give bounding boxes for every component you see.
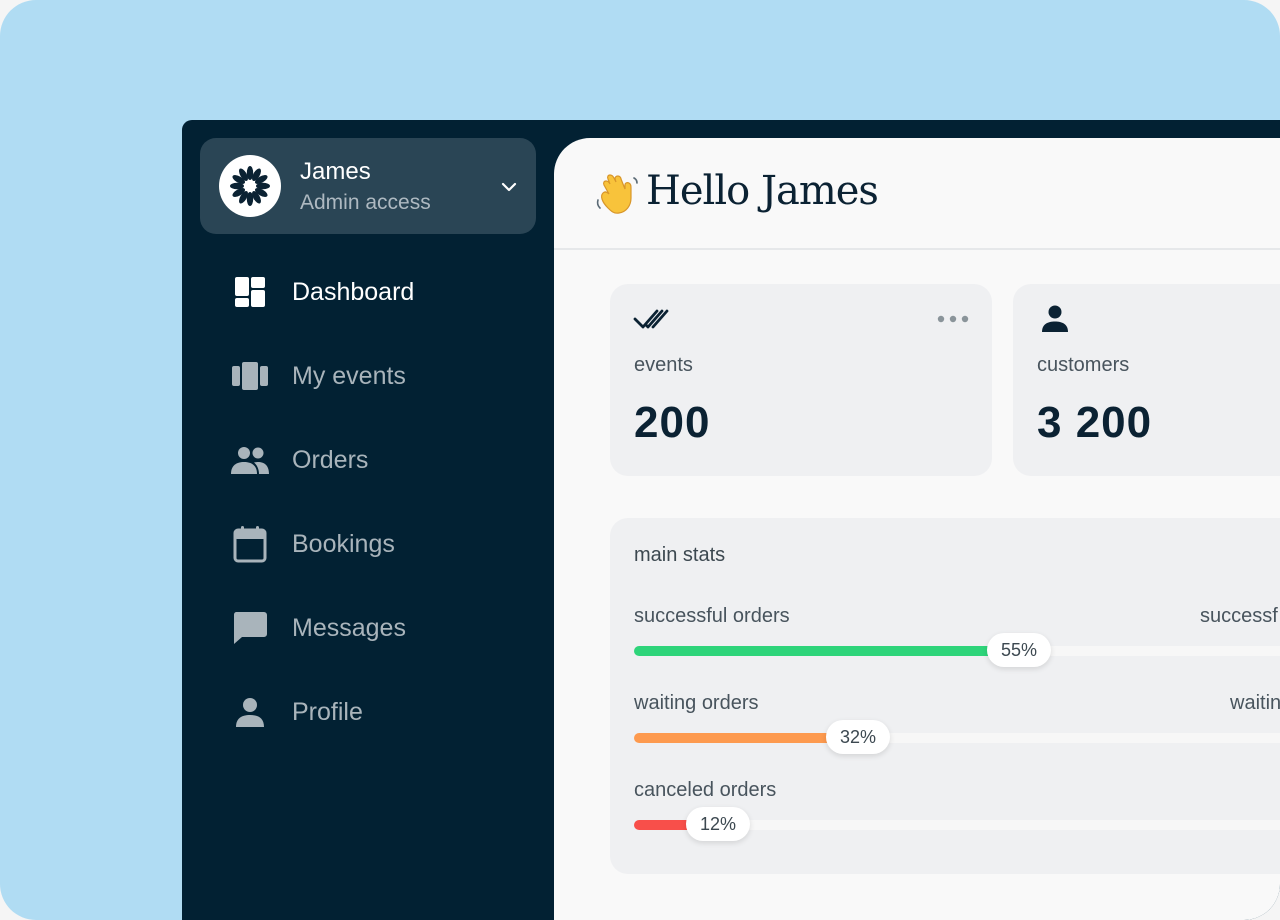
sidebar-item-label: Orders [292,445,369,474]
people-icon [230,440,270,480]
customers-card: customers 3 200 [1013,284,1280,476]
waiting-orders-fill [634,733,858,743]
sidebar-item-label: Profile [292,697,363,726]
customers-label: customers [1037,354,1130,376]
waiting-orders-label: waiting orders [634,692,759,714]
successful-orders-percent: 55% [986,633,1052,667]
avatar [219,155,281,217]
sidebar-item-label: Messages [292,613,406,642]
canceled-orders-fill [634,820,718,830]
events-card: events 200 [610,284,992,476]
events-icon [230,356,270,396]
events-value: 200 [634,398,711,447]
double-check-icon [633,309,669,329]
person-icon [230,692,270,732]
customers-value: 3 200 [1037,398,1153,447]
sidebar-item-messages[interactable]: Messages [230,606,406,650]
sidebar-item-dashboard[interactable]: Dashboard [230,270,414,314]
waiting-orders-percent: 32% [825,720,891,754]
successful-orders-label: successful orders [634,605,790,627]
sidebar-item-orders[interactable]: Orders [230,438,368,482]
sidebar-item-bookings[interactable]: Bookings [230,522,395,566]
successful-orders-right-label: successf [1200,605,1278,627]
events-label: events [634,354,693,376]
waving-hand-icon [596,174,638,214]
flower-logo-icon [230,166,270,206]
sidebar-item-profile[interactable]: Profile [230,690,363,734]
main-panel: Hello James events 200 [554,138,1280,920]
successful-orders-track: 55% [634,633,1280,667]
waiting-orders-right-label: waitin [1230,692,1280,714]
page-title: Hello James [646,168,879,214]
user-name: James [300,158,371,185]
main-stats-card: main stats successful orders successf 55… [610,518,1280,874]
sidebar-item-my-events[interactable]: My events [230,354,406,398]
more-options-icon[interactable] [936,314,970,324]
user-role: Admin access [300,191,431,214]
sidebar-item-label: My events [292,361,406,390]
canceled-orders-label: canceled orders [634,779,777,801]
calendar-icon [230,524,270,564]
canceled-orders-percent: 12% [685,807,751,841]
dashboard-icon [230,272,270,312]
chat-icon [230,608,270,648]
successful-orders-fill [634,646,1019,656]
canceled-orders-track: 12% [634,807,1280,841]
page-header: Hello James [554,138,1280,250]
stats-title: main stats [634,544,726,566]
chevron-down-icon[interactable] [498,176,520,198]
app-window: James Admin access Dashboard [182,120,1280,920]
person-icon [1042,305,1068,332]
user-switcher[interactable]: James Admin access [200,138,536,234]
sidebar-item-label: Bookings [292,529,395,558]
sidebar-item-label: Dashboard [292,277,415,306]
waiting-orders-track: 32% [634,720,1280,754]
